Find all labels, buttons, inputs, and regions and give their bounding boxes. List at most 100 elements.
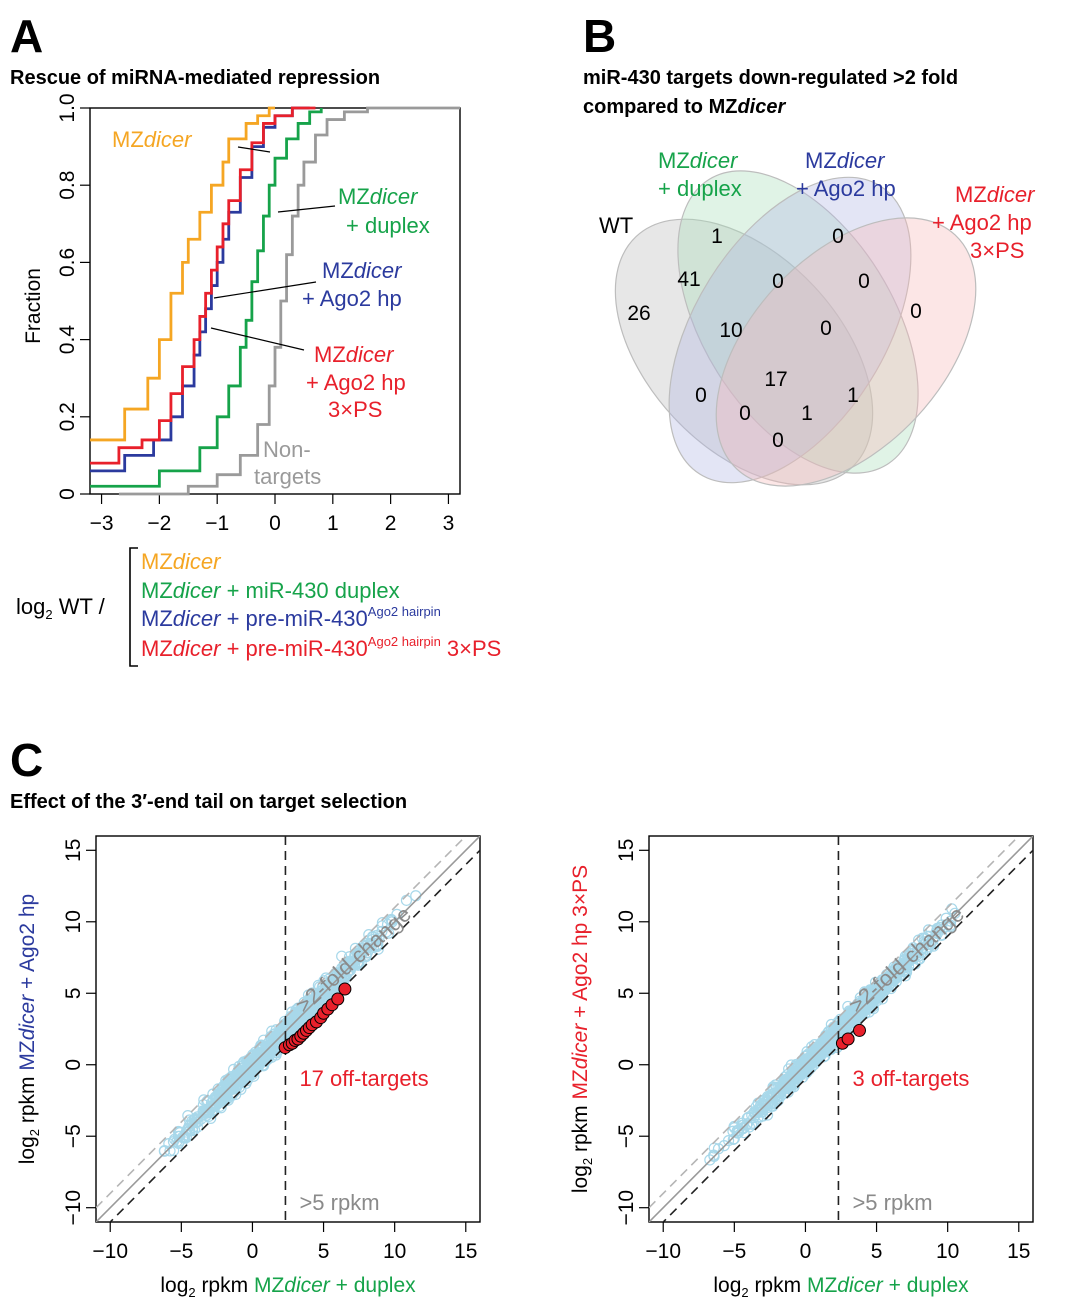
ecdf-x-tick-label: −2 [147, 512, 171, 535]
scatter-point [865, 986, 877, 998]
venn-label-duplex-l1: MZdicer [658, 148, 739, 173]
scatter-frame [648, 835, 1034, 1223]
pointer-duplex [277, 205, 336, 213]
venn-label-duplex-b: dicer [690, 148, 739, 173]
curve-label-ago2hp-l2: + Ago2 hp [302, 286, 402, 311]
scatter-y-axis-label-part: rpkm [569, 1100, 592, 1158]
scatter-y-axis-label-part: rpkm [16, 1071, 39, 1129]
offtarget-annotation: 3 off-targets [852, 1066, 969, 1091]
offtarget-point [338, 982, 352, 996]
scatter-y-axis-label-part: log [569, 1165, 592, 1193]
scatter-x-tick-label: −5 [169, 1240, 193, 1263]
ecdf-x-tick-label: 1 [327, 512, 339, 535]
ecdf-x-tick-label: −3 [90, 512, 114, 535]
scatter-point [776, 1080, 788, 1092]
curve-label-duplex-a: MZ [338, 184, 370, 209]
scatter-y-tick-label: 10 [615, 910, 638, 933]
legend-row-suffix: 3×PS [441, 636, 502, 661]
curve-label-mzdicer-b: dicer [144, 127, 193, 152]
scatter-x-axis-label: log2 rpkm MZdicer + duplex [160, 1274, 416, 1300]
scatter-point [845, 1011, 858, 1023]
scatter-x-axis-label-part: + duplex [330, 1274, 416, 1297]
panel-a-title: Rescue of miRNA-mediated repression [10, 67, 380, 89]
scatter-x-axis-label-part: 2 [741, 1285, 748, 1300]
scatter-x-axis-label-part: dicer [837, 1274, 884, 1297]
legend-row-dicer: dicer [173, 636, 222, 661]
scatter-point [352, 959, 364, 971]
scatter-x-tick-label: 0 [247, 1240, 259, 1263]
scatter-plot-right: −10 −5 0 5 10 15 −10 −5 0 5 10 15 >2-fold change >5 r… [569, 835, 1034, 1300]
panel-c-title: Effect of the 3′-end tail on target sele… [10, 791, 407, 813]
scatter-point [340, 971, 352, 983]
scatter-point [158, 1145, 171, 1157]
scatter-x-tick-label: 15 [454, 1240, 477, 1263]
venn-label-ago2hp-b: dicer [837, 148, 886, 173]
scatter-y-axis-label-part: MZ [16, 1040, 39, 1070]
panel-b-title-line2a: compared to MZ [583, 96, 737, 118]
venn-label-duplex-l2: + duplex [658, 176, 742, 201]
scatter-x-axis-label-part: + duplex [883, 1274, 969, 1297]
legend-row-text: + miR-430 duplex [220, 578, 399, 603]
scatter-point [843, 1013, 855, 1026]
legend-row-prefix: MZ [141, 636, 173, 661]
scatter-x-tick-label: 5 [318, 1240, 330, 1263]
venn-label-ago2hp3xps-a: MZ [955, 182, 987, 207]
curve-label-nontargets-l2: targets [254, 464, 321, 489]
twofold-annotation: >2-fold change [291, 901, 416, 1017]
scatter-point [183, 1114, 196, 1126]
scatter-x-axis-label-part: MZ [254, 1274, 284, 1297]
scatter-y-tick-label: 5 [62, 987, 85, 999]
curve-label-ago2hp3xps-a: MZ [314, 342, 346, 367]
venn-count-wt-only: 26 [627, 302, 650, 325]
scatter-x-axis-label-part: log [713, 1274, 741, 1297]
scatter-point [817, 1042, 829, 1054]
scatter-x-tick-label: 15 [1007, 1240, 1030, 1263]
scatter-point [309, 994, 321, 1007]
ecdf-y-tick-label: 0.8 [56, 171, 79, 200]
curve-label-duplex-l1: MZdicer [338, 184, 419, 209]
scatter-point [718, 1140, 730, 1152]
scatter-point [732, 1127, 745, 1139]
scatter-y-axis-label-part: dicer [569, 1023, 592, 1070]
venn-label-duplex-a: MZ [658, 148, 690, 173]
scatter-x-axis-label: log2 rpkm MZdicer + duplex [713, 1274, 969, 1300]
scatter-point [255, 1044, 267, 1056]
legend-row-prefix: MZ [141, 606, 173, 631]
venn-count-wt-duplex-ago2hp: 10 [719, 319, 742, 342]
pointer-ago2hp [213, 281, 317, 299]
curve-label-ago2hp-b: dicer [354, 258, 403, 283]
scatter-y-axis-label-part: MZ [569, 1069, 592, 1099]
venn-diagram: WT MZdicer + duplex MZdicer + Ago2 hp MZ… [599, 148, 1036, 487]
scatter-x-axis-label-part: dicer [284, 1274, 331, 1297]
scatter-point [727, 1125, 739, 1137]
scatter-y-tick-label: −5 [62, 1124, 85, 1148]
legend-prefix: log2 WT / [16, 594, 106, 622]
scatter-point [917, 942, 929, 954]
ecdf-curves [90, 106, 460, 496]
legend-row-text: + pre-miR-430 [220, 636, 367, 661]
scatter-point [885, 965, 897, 977]
scatter-point [263, 1050, 275, 1062]
scatter-point [358, 944, 370, 956]
ecdf-y-tick-label: 0.2 [56, 402, 79, 431]
scatter-x-axis-label-part: rpkm [196, 1274, 254, 1297]
ecdf-plot: Fraction −3 −2 −1 0 1 2 300.20.40.60.81.0 MZdi… [22, 93, 461, 535]
scatter-point [343, 951, 356, 963]
rpkm-annotation: >5 rpkm [299, 1190, 379, 1215]
legend-row-sup: Ago2 hairpin [368, 604, 441, 619]
legend-prefix-log: log [16, 594, 45, 619]
offtarget-annotation: 17 off-targets [299, 1066, 428, 1091]
ecdf-label-pointers [210, 146, 336, 351]
scatter-point [863, 997, 875, 1010]
legend-row-dicer: dicer [173, 549, 222, 574]
legend-prefix-tail: WT / [53, 594, 106, 619]
scatter-x-tick-label: 10 [936, 1240, 959, 1263]
venn-label-ago2hp3xps-l2: + Ago2 hp [932, 210, 1032, 235]
ecdf-x-tick-label: 0 [269, 512, 281, 535]
offtarget-points [278, 982, 352, 1055]
scatter-point [903, 955, 915, 967]
scatter-point [372, 940, 384, 952]
scatter-point [788, 1073, 800, 1085]
scatter-point [176, 1137, 188, 1149]
